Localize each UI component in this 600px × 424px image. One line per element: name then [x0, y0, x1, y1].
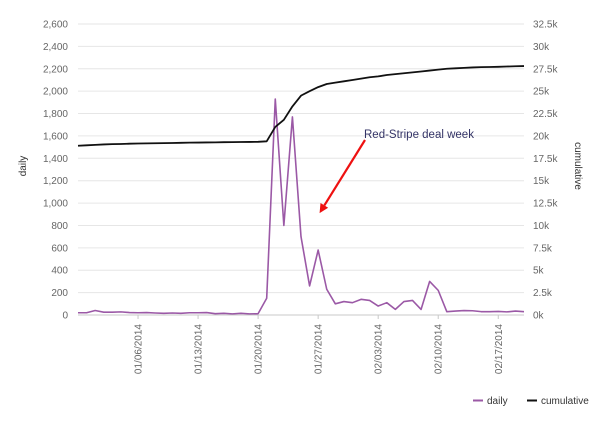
x-tick-labels: 01/06/2014 01/13/2014 01/20/2014 01/27/2014… — [134, 315, 505, 374]
series-line-daily — [78, 98, 525, 315]
y-right-tick-label: 32.5k — [533, 20, 558, 31]
legend-label-cumulative[interactable]: cumulative — [541, 396, 589, 407]
y-right-tick-label: 0k — [533, 311, 545, 322]
y-left-tick-label: 1,800 — [43, 109, 68, 120]
y-right-tick-label: 5k — [533, 266, 545, 277]
annotation-arrow-head — [319, 203, 329, 214]
y-right-tick-label: 27.5k — [533, 64, 558, 75]
y-left-tick-label: 1,400 — [43, 154, 68, 165]
y-left-tick-label: 200 — [51, 288, 68, 299]
y-left-tick-label: 2,600 — [43, 20, 68, 31]
y-right-tick-label: 2.5k — [533, 288, 553, 299]
y-left-tick-label: 1,200 — [43, 176, 68, 187]
x-tick-label: 02/10/2014 — [434, 324, 445, 374]
series-lines — [77, 65, 525, 315]
annotation: Red-Stripe deal week — [319, 129, 474, 214]
annotation-arrow — [323, 139, 366, 207]
y-left-tick-label: 1,000 — [43, 199, 68, 210]
legend: daily cumulative — [473, 396, 589, 407]
x-tick-label: 01/20/2014 — [254, 324, 265, 374]
y-left-tick-label: 2,200 — [43, 64, 68, 75]
y-right-tick-label: 7.5k — [533, 243, 553, 254]
series-line-cumulative — [77, 65, 525, 147]
y-right-tick-label: 25k — [533, 87, 550, 98]
y-right-tick-label: 15k — [533, 176, 550, 187]
y-right-tick-labels: 0k 2.5k 5k 7.5k 10k 12.5k 15k 17.5k 20k 22.5k 25k 2… — [533, 20, 558, 322]
annotation-label: Red-Stripe deal week — [364, 129, 474, 141]
y-left-tick-label: 2,000 — [43, 87, 68, 98]
x-tick-label: 02/03/2014 — [374, 324, 385, 374]
y-left-axis-title: daily — [18, 156, 29, 177]
y-left-tick-label: 600 — [51, 243, 68, 254]
y-left-tick-label: 400 — [51, 266, 68, 277]
y-left-tick-label: 800 — [51, 221, 68, 232]
y-right-tick-label: 12.5k — [533, 199, 558, 210]
y-left-tick-label: 1,600 — [43, 131, 68, 142]
x-tick-label: 01/27/2014 — [314, 324, 325, 374]
y-left-tick-label: 2,400 — [43, 42, 68, 53]
legend-label-daily[interactable]: daily — [487, 396, 508, 407]
y-right-tick-label: 30k — [533, 42, 550, 53]
x-tick-label: 02/17/2014 — [494, 324, 505, 374]
y-left-tick-labels: 0 200 400 600 800 1,000 1,200 1,400 1,600 1,800 2,… — [43, 20, 68, 322]
y-right-tick-label: 20k — [533, 131, 550, 142]
y-right-tick-label: 17.5k — [533, 154, 558, 165]
y-left-tick-label: 0 — [62, 311, 68, 322]
y-right-tick-label: 22.5k — [533, 109, 558, 120]
x-tick-label: 01/13/2014 — [194, 324, 205, 374]
y-right-tick-label: 10k — [533, 221, 550, 232]
x-tick-label: 01/06/2014 — [134, 324, 145, 374]
y-right-axis-title: cumulative — [572, 142, 583, 190]
